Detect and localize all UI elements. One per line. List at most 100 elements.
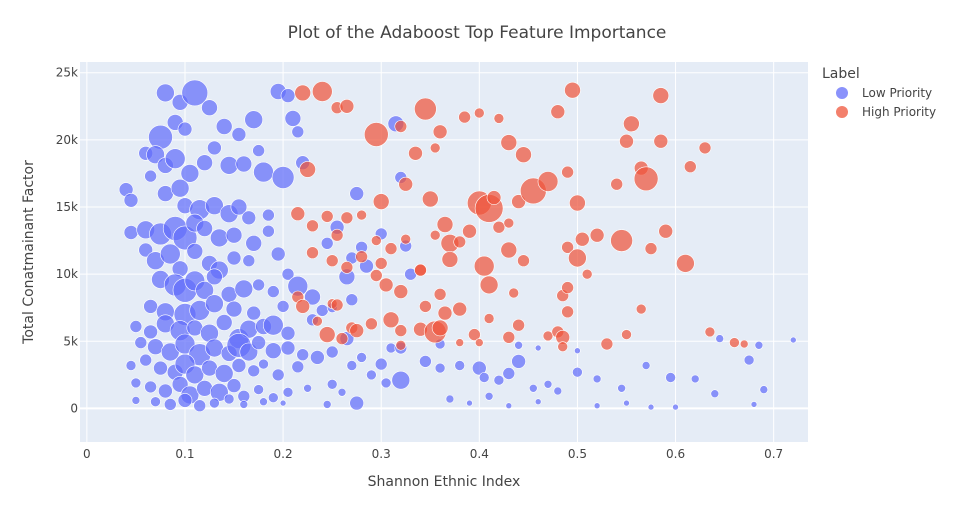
data-point[interactable] bbox=[267, 392, 279, 404]
data-point[interactable] bbox=[500, 241, 518, 259]
data-point[interactable] bbox=[262, 208, 275, 222]
data-point[interactable] bbox=[434, 362, 446, 374]
data-point[interactable] bbox=[633, 166, 659, 192]
data-point[interactable] bbox=[349, 186, 365, 201]
data-point[interactable] bbox=[185, 365, 205, 385]
data-point[interactable] bbox=[557, 341, 569, 353]
data-point[interactable] bbox=[458, 110, 471, 124]
data-point[interactable] bbox=[339, 99, 355, 114]
data-point[interactable] bbox=[231, 127, 247, 142]
data-point[interactable] bbox=[223, 393, 235, 405]
data-point[interactable] bbox=[325, 345, 339, 359]
data-point[interactable] bbox=[486, 190, 502, 205]
data-point[interactable] bbox=[382, 311, 400, 329]
data-point[interactable] bbox=[429, 229, 441, 241]
data-point[interactable] bbox=[408, 146, 423, 161]
data-point[interactable] bbox=[280, 325, 296, 341]
data-point[interactable] bbox=[366, 369, 377, 381]
data-point[interactable] bbox=[623, 115, 640, 133]
data-point[interactable] bbox=[311, 81, 333, 102]
data-point[interactable] bbox=[754, 340, 764, 350]
data-point[interactable] bbox=[330, 228, 344, 242]
data-point[interactable] bbox=[134, 336, 148, 349]
data-point[interactable] bbox=[138, 242, 153, 258]
data-point[interactable] bbox=[710, 389, 720, 399]
data-point[interactable] bbox=[172, 225, 198, 251]
data-point[interactable] bbox=[181, 79, 209, 107]
data-point[interactable] bbox=[131, 396, 141, 405]
data-point[interactable] bbox=[715, 334, 725, 343]
data-point[interactable] bbox=[419, 300, 432, 313]
data-point[interactable] bbox=[704, 326, 716, 338]
data-point[interactable] bbox=[537, 171, 559, 192]
data-point[interactable] bbox=[466, 399, 473, 407]
data-point[interactable] bbox=[320, 210, 334, 223]
data-point[interactable] bbox=[284, 110, 302, 127]
data-point[interactable] bbox=[502, 330, 516, 344]
data-point[interactable] bbox=[619, 133, 634, 149]
data-point[interactable] bbox=[123, 225, 139, 240]
data-point[interactable] bbox=[374, 357, 388, 371]
data-point[interactable] bbox=[214, 364, 234, 383]
data-point[interactable] bbox=[483, 313, 495, 324]
data-point[interactable] bbox=[473, 107, 485, 119]
data-point[interactable] bbox=[592, 374, 602, 384]
data-point[interactable] bbox=[205, 196, 224, 215]
data-point[interactable] bbox=[574, 231, 590, 247]
data-point[interactable] bbox=[266, 285, 280, 298]
legend-item-high-priority[interactable]: High Priority bbox=[836, 105, 936, 119]
data-point[interactable] bbox=[247, 364, 260, 378]
data-point[interactable] bbox=[303, 383, 312, 393]
data-point[interactable] bbox=[346, 360, 358, 371]
data-point[interactable] bbox=[572, 366, 583, 378]
data-point[interactable] bbox=[479, 275, 499, 295]
data-point[interactable] bbox=[437, 305, 453, 321]
data-point[interactable] bbox=[505, 402, 513, 410]
data-point[interactable] bbox=[398, 176, 414, 192]
data-point[interactable] bbox=[474, 338, 484, 347]
data-point[interactable] bbox=[454, 360, 466, 371]
data-point[interactable] bbox=[158, 383, 173, 399]
data-point[interactable] bbox=[196, 154, 213, 171]
data-point[interactable] bbox=[306, 219, 319, 233]
data-point[interactable] bbox=[337, 387, 347, 397]
data-point[interactable] bbox=[429, 142, 441, 154]
data-point[interactable] bbox=[528, 383, 538, 393]
data-point[interactable] bbox=[209, 397, 220, 409]
data-point[interactable] bbox=[534, 398, 542, 406]
data-point[interactable] bbox=[235, 155, 253, 173]
data-point[interactable] bbox=[177, 393, 193, 408]
data-point[interactable] bbox=[195, 280, 214, 300]
data-point[interactable] bbox=[310, 350, 325, 365]
data-point[interactable] bbox=[318, 326, 336, 343]
data-point[interactable] bbox=[561, 281, 574, 294]
data-point[interactable] bbox=[280, 88, 296, 103]
data-point[interactable] bbox=[164, 398, 177, 411]
data-point[interactable] bbox=[378, 277, 394, 293]
data-point[interactable] bbox=[291, 125, 305, 139]
data-point[interactable] bbox=[259, 397, 268, 407]
data-point[interactable] bbox=[206, 268, 223, 286]
data-point[interactable] bbox=[186, 243, 204, 260]
data-point[interactable] bbox=[225, 226, 243, 244]
data-point[interactable] bbox=[462, 223, 477, 239]
data-point[interactable] bbox=[156, 83, 175, 103]
data-point[interactable] bbox=[370, 235, 382, 246]
data-point[interactable] bbox=[729, 337, 740, 348]
data-point[interactable] bbox=[690, 374, 700, 384]
legend-item-low-priority[interactable]: Low Priority bbox=[836, 86, 932, 100]
data-point[interactable] bbox=[393, 284, 409, 299]
data-point[interactable] bbox=[561, 305, 574, 319]
data-point[interactable] bbox=[564, 81, 581, 99]
data-point[interactable] bbox=[561, 241, 574, 254]
data-point[interactable] bbox=[279, 399, 287, 407]
data-point[interactable] bbox=[252, 278, 265, 292]
data-point[interactable] bbox=[330, 298, 344, 312]
data-point[interactable] bbox=[647, 403, 655, 411]
data-point[interactable] bbox=[414, 263, 427, 277]
data-point[interactable] bbox=[512, 318, 525, 332]
data-point[interactable] bbox=[207, 140, 222, 156]
data-point[interactable] bbox=[550, 104, 566, 119]
data-point[interactable] bbox=[384, 242, 398, 255]
data-point[interactable] bbox=[508, 287, 520, 299]
